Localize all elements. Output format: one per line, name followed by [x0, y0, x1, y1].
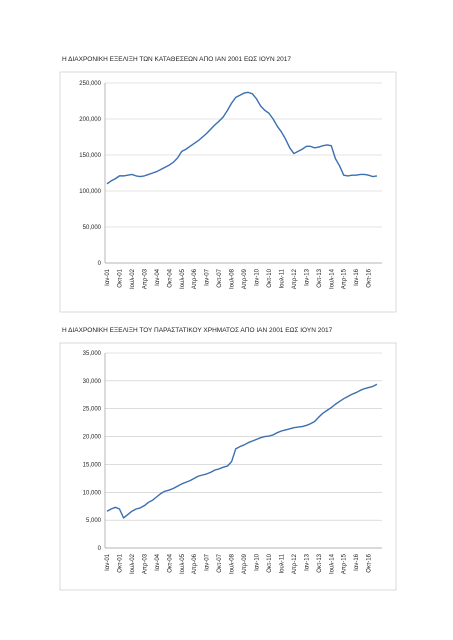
x-tick-label: Ιαν-01	[105, 268, 111, 285]
x-tick-label: Οκτ-10	[267, 268, 273, 287]
x-tick-label: Απρ-03	[142, 553, 148, 574]
chart-frame	[59, 71, 397, 313]
x-tick-label: Απρ-09	[242, 553, 248, 574]
x-tick-label: Ιαν-01	[105, 553, 111, 570]
x-tick-label: Ιαν-07	[205, 553, 211, 570]
x-tick-label: Οκτ-07	[217, 268, 223, 287]
x-tick-label: Απρ-09	[242, 268, 248, 289]
x-tick-label: Οκτ-16	[367, 553, 373, 572]
x-tick-label: Ιουλ-11	[279, 268, 285, 288]
x-tick-label: Ιαν-10	[255, 553, 261, 570]
y-tick-label: 10,000	[83, 490, 102, 496]
y-tick-label: 100,000	[79, 189, 101, 195]
data-line	[106, 91, 378, 185]
y-tick-label: 20,000	[83, 435, 102, 441]
x-tick-label: Απρ-15	[342, 553, 348, 574]
x-tick-label: Ιαν-13	[304, 553, 310, 570]
x-tick-label: Ιαν-04	[155, 553, 161, 570]
y-tick-label: 50,000	[83, 225, 102, 231]
x-tick-label: Οκτ-01	[117, 553, 123, 572]
x-tick-label: Ιαν-16	[354, 268, 360, 285]
x-tick-label: Οκτ-04	[167, 268, 173, 287]
x-tick-label: Ιουλ-11	[279, 553, 285, 573]
y-tick-label: 5,000	[86, 518, 102, 524]
x-tick-label: Οκτ-13	[317, 268, 323, 287]
x-tick-label: Απρ-15	[342, 268, 348, 289]
y-tick-label: 25,000	[83, 407, 102, 413]
x-tick-label: Απρ-03	[142, 268, 148, 289]
x-tick-label: Οκτ-16	[367, 268, 373, 287]
x-tick-label: Ιουλ-08	[230, 553, 236, 574]
x-tick-label: Απρ-12	[292, 553, 298, 574]
x-tick-label: Ιαν-10	[255, 268, 261, 285]
x-tick-label: Ιαν-13	[304, 268, 310, 285]
chart-frame	[59, 342, 397, 591]
x-tick-label: Ιουλ-02	[130, 268, 136, 289]
x-tick-label: Οκτ-10	[267, 553, 273, 572]
y-tick-label: 0	[98, 546, 102, 552]
y-tick-label: 0	[98, 261, 102, 267]
x-tick-label: Απρ-06	[192, 268, 198, 289]
x-tick-label: Απρ-12	[292, 268, 298, 289]
x-tick-label: Ιουλ-05	[180, 553, 186, 574]
x-tick-label: Ιαν-07	[205, 268, 211, 285]
y-tick-label: 250,000	[79, 81, 101, 87]
x-tick-label: Ιουλ-05	[180, 268, 186, 289]
chart-title: Η ΔΙΑΧΡΟΝΙΚΗ ΕΞΕΛΙΞΗ ΤΟΥ ΠΑΡΑΣΤΑΤΙΚΟΥ ΧΡ…	[62, 327, 333, 334]
x-tick-label: Οκτ-04	[167, 553, 173, 572]
x-tick-label: Ιουλ-14	[329, 268, 335, 289]
x-tick-label: Οκτ-13	[317, 553, 323, 572]
x-tick-label: Ιουλ-02	[130, 553, 136, 574]
x-tick-label: Ιαν-04	[155, 268, 161, 285]
x-tick-label: Ιαν-16	[354, 553, 360, 570]
x-tick-label: Οκτ-07	[217, 553, 223, 572]
y-tick-label: 30,000	[83, 379, 102, 385]
x-tick-label: Ιουλ-08	[230, 268, 236, 289]
y-tick-label: 150,000	[79, 153, 101, 159]
y-tick-label: 35,000	[83, 351, 102, 357]
x-tick-label: Οκτ-01	[117, 268, 123, 287]
y-tick-label: 15,000	[83, 462, 102, 468]
x-tick-label: Ιουλ-14	[329, 553, 335, 574]
y-tick-label: 200,000	[79, 117, 101, 123]
data-line	[106, 383, 378, 519]
chart-title: Η ΔΙΑΧΡΟΝΙΚΗ ΕΞΕΛΙΞΗ ΤΩΝ ΚΑΤΑΘΕΣΕΩΝ ΑΠΟ …	[62, 56, 291, 63]
x-tick-label: Απρ-06	[192, 553, 198, 574]
